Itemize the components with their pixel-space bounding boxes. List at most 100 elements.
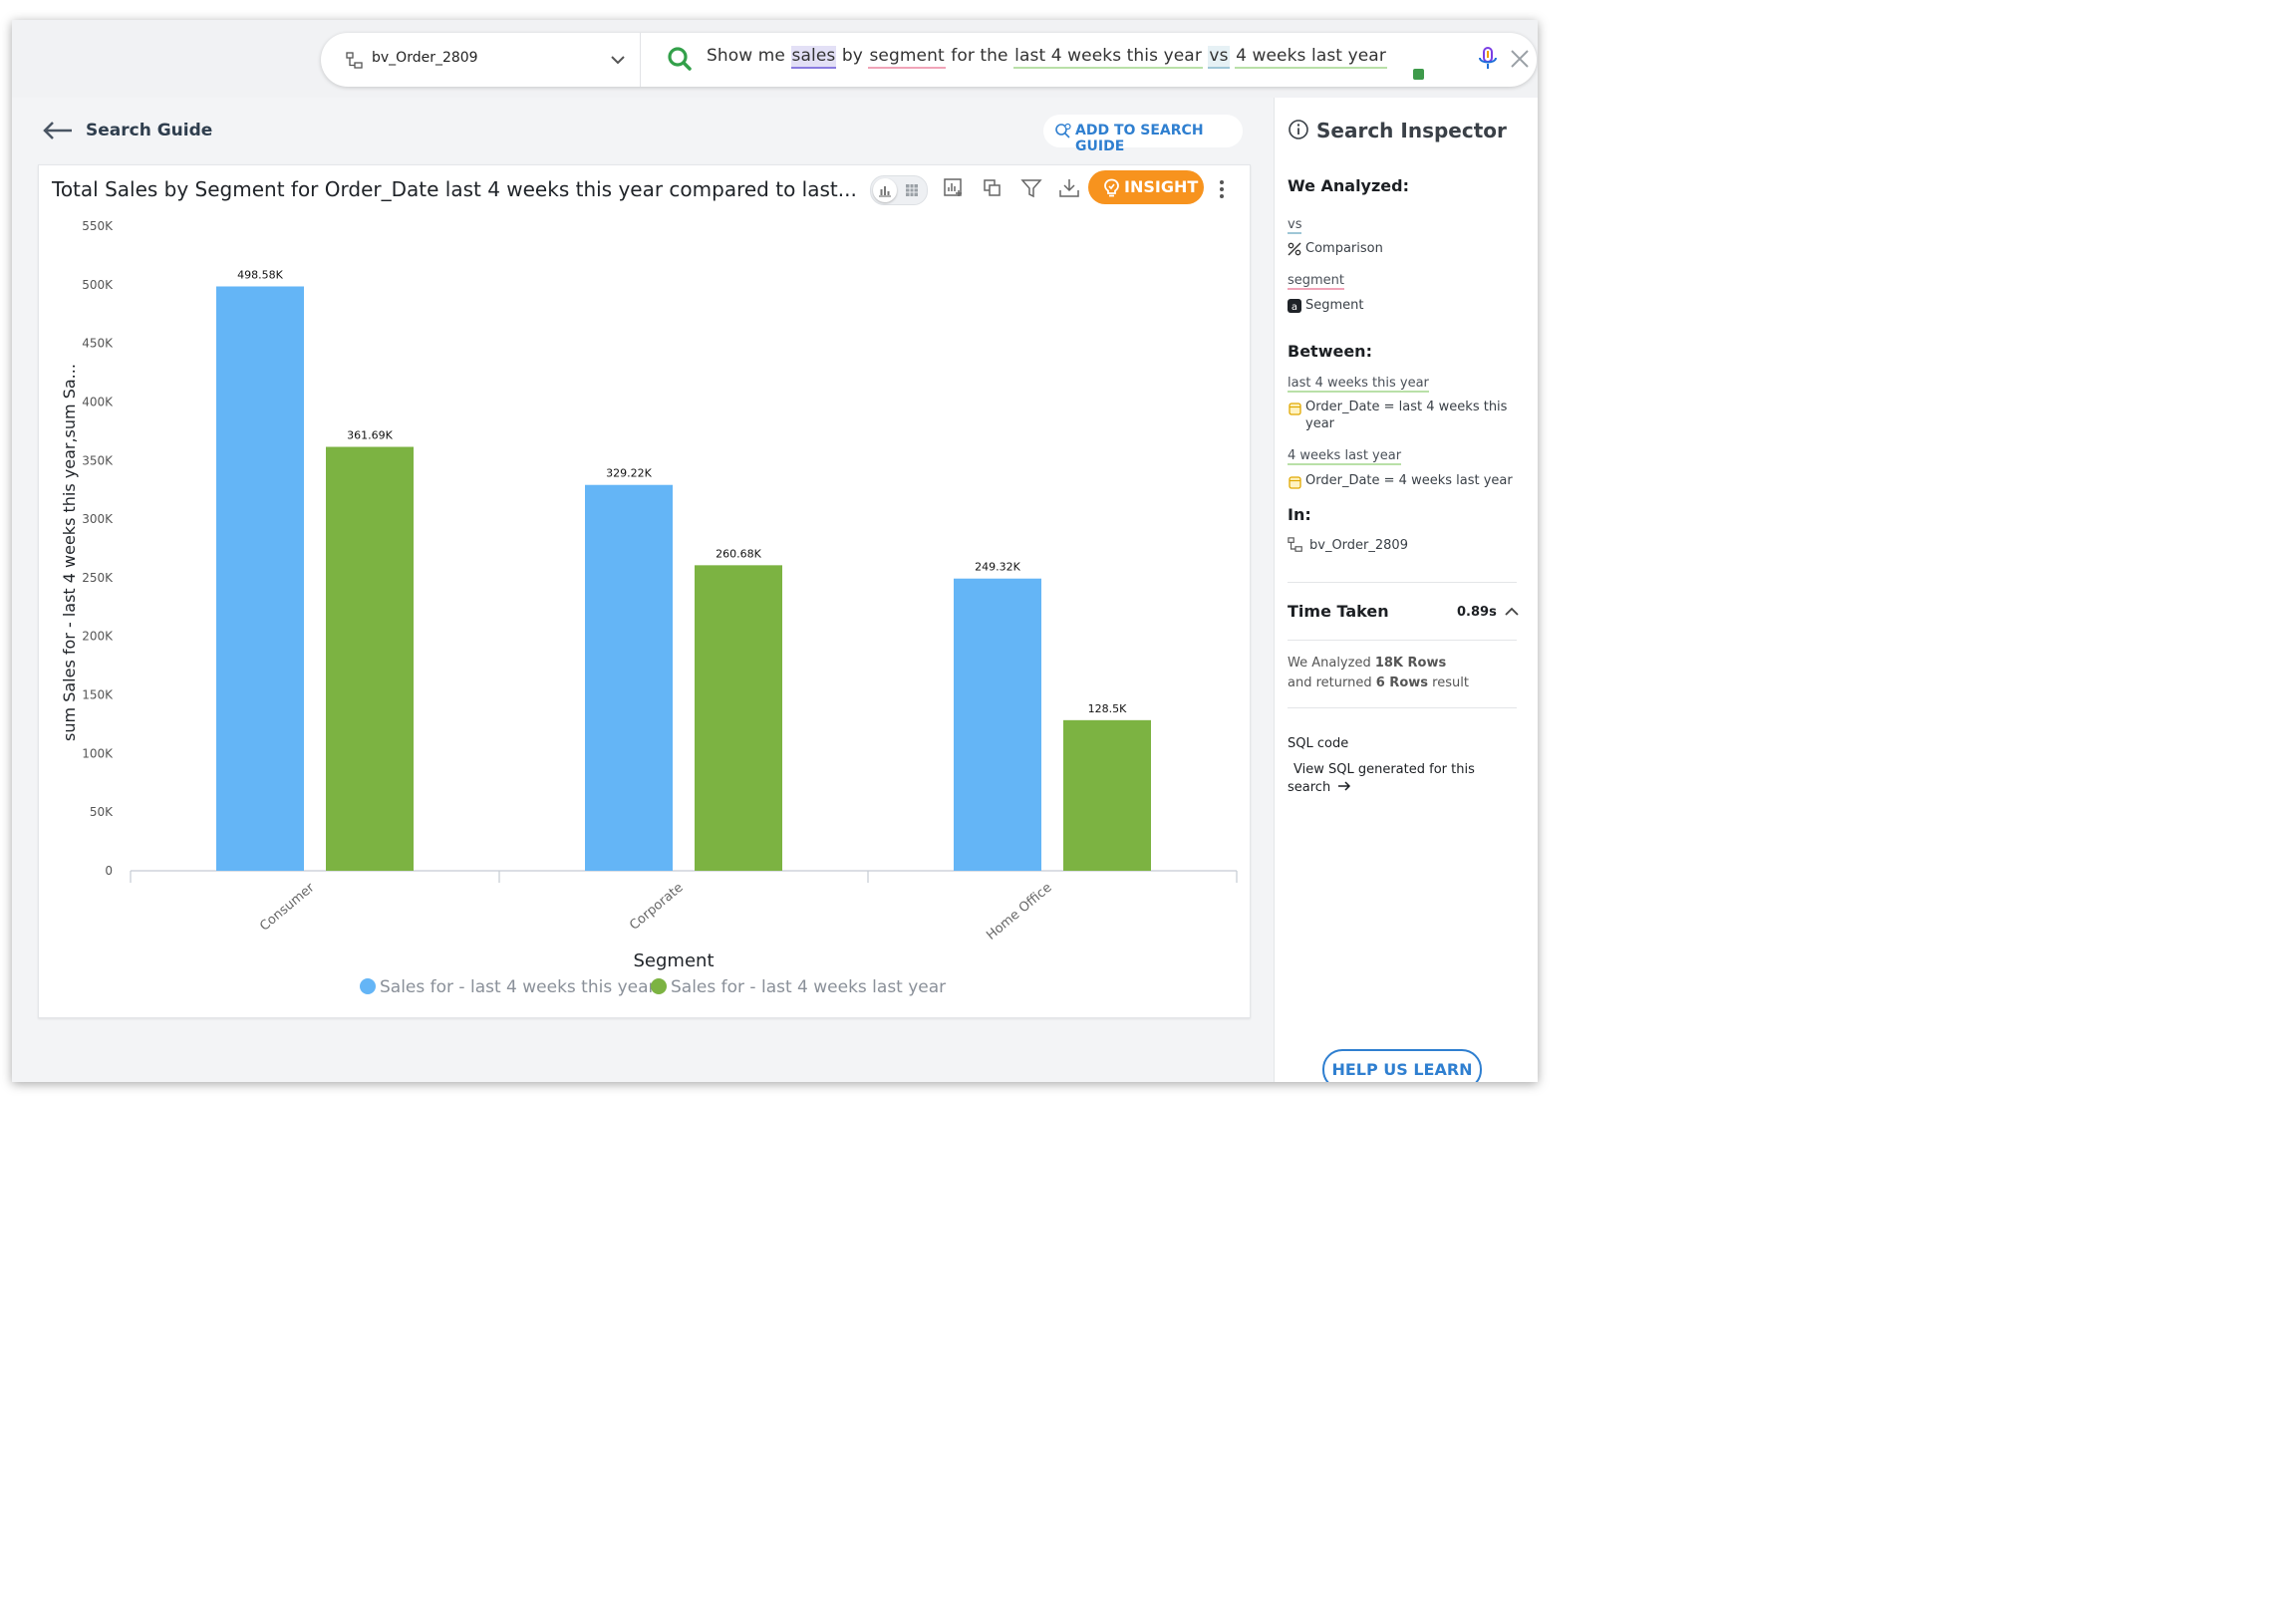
close-icon[interactable] — [1510, 49, 1530, 69]
chart-settings-icon[interactable] — [943, 177, 965, 199]
bar-chart: 0 50K 100K 150K 200K 250K 300K 350K 400K 450K 500K… — [60, 219, 1238, 997]
status-indicator — [1413, 69, 1424, 80]
view-sql-link-text: search — [1288, 780, 1331, 795]
inspector-token-vs[interactable]: vs — [1288, 217, 1302, 234]
microphone-icon[interactable] — [1477, 46, 1499, 72]
inspector-desc-date: Order_Date = 4 weeks last year — [1305, 473, 1513, 488]
y-tick-label: 150K — [82, 688, 114, 702]
data-label: 361.69K — [347, 429, 393, 442]
inspector-desc-segment: Segment — [1305, 298, 1364, 313]
search-bar: bv_Order_2809 Show me sales by segment f… — [321, 33, 1537, 87]
view-sql-link-cont[interactable]: search — [1288, 780, 1351, 795]
query-token-measure[interactable]: sales — [790, 46, 837, 69]
y-tick-label: 50K — [90, 805, 114, 819]
search-guide-link[interactable]: Search Guide — [86, 121, 213, 140]
query-token-keyword[interactable]: vs — [1208, 46, 1230, 69]
inspector-desc-date-cont: year — [1305, 416, 1335, 431]
bar-chart-icon — [879, 186, 891, 197]
query-text: by — [841, 46, 863, 66]
x-tick-label: Corporate — [627, 881, 686, 934]
chart-table-toggle[interactable] — [870, 175, 928, 205]
chart-title: Total Sales by Segment for Order_Date la… — [52, 177, 857, 201]
legend-label: Sales for - last 4 weeks this year — [380, 977, 656, 997]
table-icon — [906, 184, 918, 196]
add-to-search-guide-label: ADD TO SEARCH GUIDE — [1075, 123, 1204, 154]
between-heading: Between: — [1288, 342, 1372, 361]
search-inspector-panel: Search Inspector We Analyzed: vs Compari… — [1274, 98, 1538, 1082]
y-tick-label: 450K — [82, 337, 114, 351]
rows-analyzed-text: We Analyzed — [1288, 656, 1371, 671]
download-icon[interactable] — [1058, 177, 1080, 199]
data-label: 329.22K — [606, 467, 652, 480]
inspector-token-segment[interactable]: segment — [1288, 273, 1345, 290]
legend-marker — [360, 978, 376, 994]
rows-returned-line: and returned 6 Rows result — [1288, 675, 1469, 690]
divider — [1288, 707, 1517, 708]
insight-label: INSIGHT — [1124, 177, 1199, 196]
inspector-dataset-name: bv_Order_2809 — [1309, 538, 1408, 553]
lightbulb-icon — [1104, 178, 1119, 197]
x-tick-label: Consumer — [257, 880, 318, 935]
calendar-icon — [1289, 476, 1301, 489]
in-heading: In: — [1288, 505, 1311, 524]
arrow-right-icon — [1338, 781, 1351, 791]
inspector-title: Search Inspector — [1316, 119, 1507, 142]
info-icon — [1289, 120, 1308, 139]
query-token-date[interactable]: last 4 weeks this year — [1013, 46, 1203, 69]
search-query[interactable]: Show me sales by segment for the last 4 … — [707, 46, 1387, 69]
bar — [954, 578, 1041, 871]
calendar-icon — [1289, 403, 1301, 415]
data-label: 498.58K — [237, 268, 283, 281]
chevron-up-icon[interactable] — [1505, 607, 1519, 617]
chart-card: Total Sales by Segment for Order_Date la… — [38, 164, 1251, 1018]
query-text: for the — [951, 46, 1008, 66]
rows-returned-count: 6 Rows — [1375, 675, 1428, 690]
time-taken-label: Time Taken — [1288, 602, 1389, 621]
search-icon[interactable] — [667, 46, 693, 72]
bar — [1063, 719, 1151, 871]
query-token-date[interactable]: 4 weeks last year — [1235, 46, 1387, 69]
y-tick-label: 550K — [82, 219, 114, 233]
inspector-token-date[interactable]: 4 weeks last year — [1288, 448, 1402, 465]
y-tick-label: 300K — [82, 512, 114, 526]
y-tick-label: 0 — [105, 864, 113, 878]
y-tick-label: 100K — [82, 746, 114, 760]
divider — [1288, 640, 1517, 641]
y-axis-title: sum Sales for - last 4 weeks this year,s… — [60, 364, 79, 741]
view-sql-link[interactable]: View SQL generated for this — [1293, 762, 1475, 777]
inspector-desc-date: Order_Date = last 4 weeks this — [1305, 400, 1508, 414]
rows-returned-text: and returned — [1288, 675, 1372, 690]
legend-label: Sales for - last 4 weeks last year — [671, 977, 946, 997]
top-bar: bv_Order_2809 Show me sales by segment f… — [12, 20, 1538, 98]
data-label: 128.5K — [1088, 702, 1127, 715]
query-token-attribute[interactable]: segment — [868, 46, 946, 69]
dataset-selector[interactable]: bv_Order_2809 — [321, 33, 641, 87]
inspector-desc-comparison: Comparison — [1305, 241, 1383, 256]
attribute-icon: a — [1288, 299, 1301, 313]
sql-code-heading: SQL code — [1288, 736, 1349, 751]
x-axis-title: Segment — [634, 950, 715, 971]
more-options-icon[interactable] — [1219, 179, 1225, 199]
rows-returned-suffix: result — [1432, 675, 1469, 690]
query-text: Show me — [707, 46, 785, 66]
svg-text:a: a — [1292, 302, 1297, 313]
help-us-learn-button[interactable]: HELP US LEARN — [1322, 1049, 1482, 1082]
back-arrow-icon[interactable] — [42, 120, 74, 141]
legend-marker — [651, 978, 667, 994]
percent-icon — [1288, 242, 1301, 256]
we-analyzed-heading: We Analyzed: — [1288, 176, 1409, 195]
inspector-token-date[interactable]: last 4 weeks this year — [1288, 376, 1429, 393]
divider — [1288, 582, 1517, 583]
bar — [695, 565, 782, 871]
chevron-down-icon[interactable] — [610, 52, 626, 68]
bar — [326, 446, 414, 871]
bar — [216, 286, 304, 871]
filter-icon[interactable] — [1020, 177, 1042, 199]
bar — [585, 484, 673, 871]
add-to-search-guide-button[interactable]: ADD TO SEARCH GUIDE — [1043, 115, 1243, 154]
insight-button[interactable]: INSIGHT — [1088, 170, 1204, 204]
data-label: 249.32K — [975, 561, 1020, 574]
dataset-name: bv_Order_2809 — [372, 50, 478, 66]
dataset-icon — [346, 52, 363, 69]
duplicate-icon[interactable] — [982, 177, 1004, 199]
